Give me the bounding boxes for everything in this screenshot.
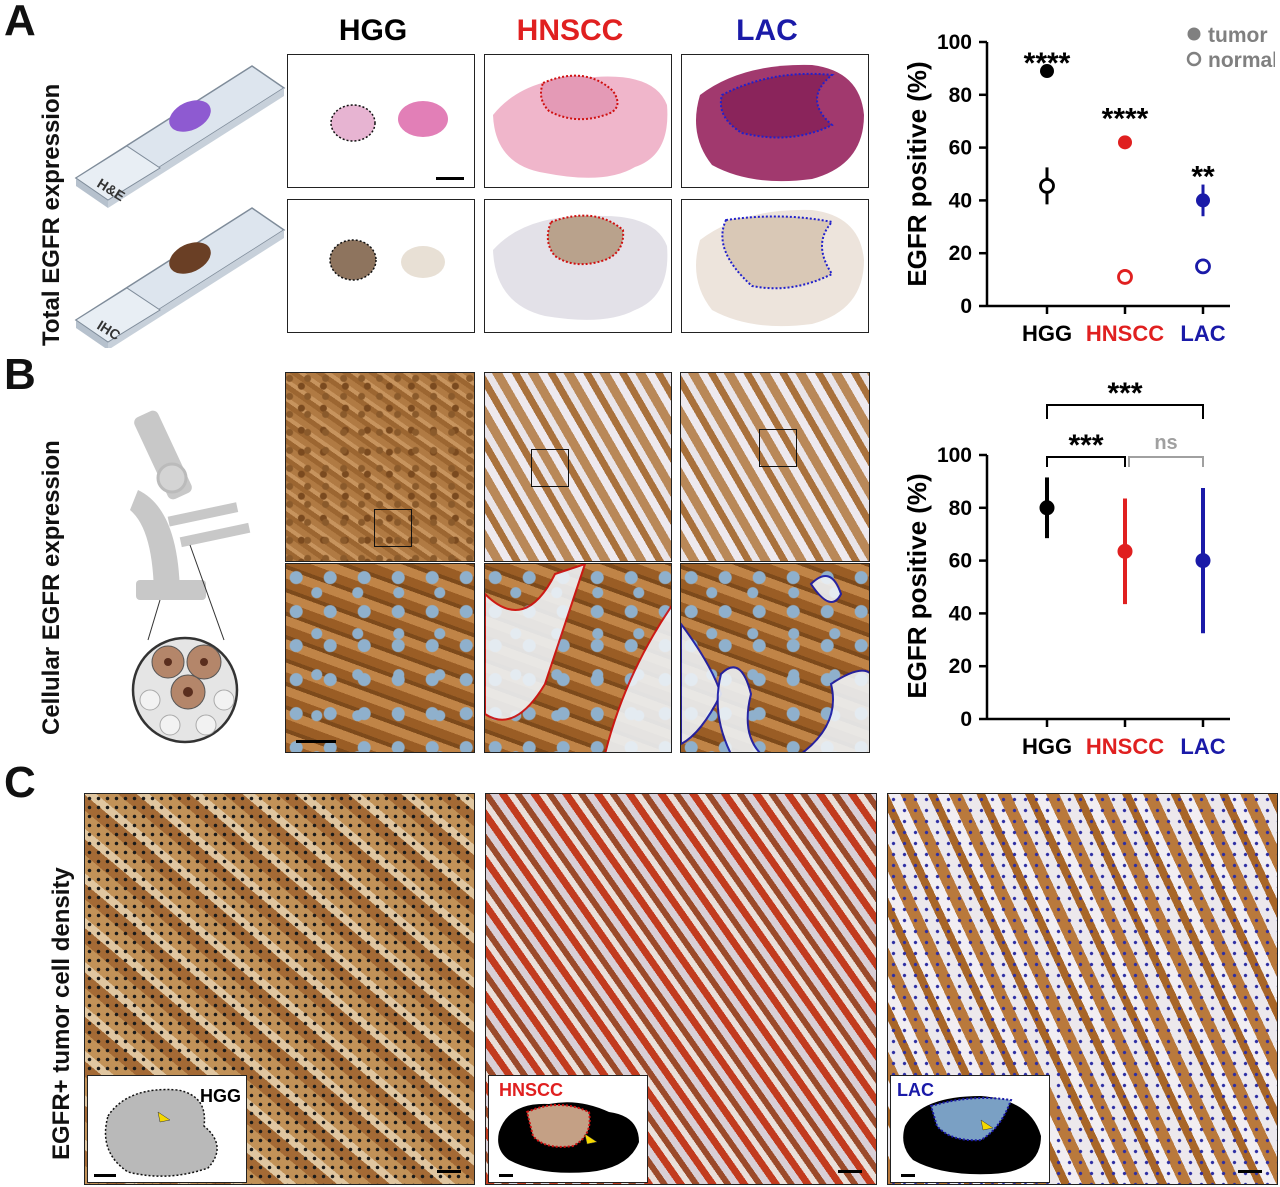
normal-point-hnscc <box>1117 269 1133 285</box>
panel-a-side-title: Total EGFR expression <box>38 83 65 346</box>
micro-zoom-hnscc <box>484 563 672 753</box>
tumor-point-hnscc <box>1118 135 1132 150</box>
micro-overview-hnscc <box>484 372 672 562</box>
legend-tumor-marker <box>1187 27 1201 41</box>
x-tick-label-hnscc: HNSCC <box>1086 734 1164 759</box>
panel-c-letter: C <box>4 758 36 807</box>
chart-a-y-label: EGFR positive (%) <box>902 61 932 286</box>
inset-hnscc: HNSCC <box>488 1075 648 1183</box>
normal-point-lac <box>1195 258 1211 275</box>
he-tile-lac <box>681 54 869 188</box>
chart-a-y-axis <box>985 42 1230 308</box>
y-tick-label: 80 <box>949 84 972 107</box>
inset-hgg-label: HGG <box>200 1086 242 1106</box>
normal-point-hgg <box>1039 177 1055 194</box>
x-tick-label-lac: LAC <box>1180 734 1225 759</box>
column-header-hgg: HGG <box>338 14 408 47</box>
point-lac <box>1195 553 1211 569</box>
significance-bracket <box>1046 456 1126 467</box>
legend-tumor-label: tumor <box>1208 24 1268 47</box>
y-tick-label: 0 <box>960 708 972 731</box>
y-tick-label: 80 <box>949 497 972 520</box>
significance-label: ** <box>1191 161 1215 194</box>
tumor-point-lac <box>1196 193 1210 208</box>
chart-b: 0 20 40 60 80 100 EGFR positive (%) HGG HNSCC L… <box>902 377 1230 759</box>
density-image-hgg: HGG <box>84 793 475 1185</box>
zoom-box <box>374 509 412 547</box>
panel-b-side-title: Cellular EGFR expression <box>38 440 65 735</box>
y-tick-label: 20 <box>949 655 972 678</box>
legend-normal-label: normal <box>1208 49 1275 72</box>
micro-zoom-hgg <box>285 563 475 753</box>
he-tile-hnscc <box>484 54 672 188</box>
legend-normal-marker <box>1186 51 1202 67</box>
chart-a-legend: tumor normal <box>1186 24 1275 72</box>
chart-b-y-label: EGFR positive (%) <box>902 473 932 698</box>
he-tile-hgg <box>287 54 475 188</box>
inset-lac: LAC <box>890 1075 1050 1183</box>
panel-b-letter: B <box>4 350 36 399</box>
density-image-hnscc: HNSCC <box>485 793 877 1185</box>
inset-hgg: HGG <box>87 1075 247 1183</box>
ihc-tissue-icon <box>169 242 211 274</box>
micro-zoom-lac <box>680 563 870 753</box>
y-tick-label: 40 <box>949 602 972 625</box>
ihc-tile-lac <box>681 199 869 333</box>
micro-overview-lac <box>680 372 870 562</box>
x-tick-label-lac: LAC <box>1180 321 1225 346</box>
inset-lac-label: LAC <box>897 1080 934 1100</box>
y-tick-label: 60 <box>949 550 972 573</box>
micro-overview-hgg <box>285 372 475 562</box>
x-tick-label-hgg: HGG <box>1022 321 1072 346</box>
he-tissue-icon <box>169 100 211 132</box>
y-tick-label: 20 <box>949 242 972 265</box>
ihc-slide: IHC <box>74 207 286 348</box>
scale-bar <box>838 1170 862 1173</box>
panel-a-letter: A <box>4 0 36 45</box>
y-tick-label: 100 <box>937 444 972 467</box>
point-hnscc <box>1117 543 1133 559</box>
scale-bar <box>296 740 336 743</box>
slide-illustrations: H&E IHC <box>74 65 286 348</box>
significance-label: *** <box>1107 377 1142 410</box>
significance-label: *** <box>1068 429 1103 462</box>
x-tick-label-hnscc: HNSCC <box>1086 321 1164 346</box>
inset-hnscc-label: HNSCC <box>499 1080 564 1100</box>
scale-bar <box>437 1170 461 1173</box>
y-tick-label: 100 <box>937 31 972 54</box>
y-tick-label: 60 <box>949 137 972 160</box>
x-tick-label-hgg: HGG <box>1022 734 1072 759</box>
significance-bracket <box>1128 456 1204 467</box>
ihc-tile-hgg <box>287 199 475 333</box>
zoom-box <box>759 429 797 467</box>
zoom-box <box>531 449 569 487</box>
y-tick-label: 0 <box>960 295 972 318</box>
significance-bracket <box>1046 404 1204 419</box>
chart-a: 0 20 40 60 80 100 EGFR positive (%) HGG HNSCC L… <box>902 24 1275 346</box>
microscope-icon <box>130 410 251 744</box>
significance-label: **** <box>1102 103 1149 136</box>
significance-label: ns <box>1154 432 1177 454</box>
ihc-tile-hnscc <box>484 199 672 333</box>
point-hgg <box>1039 500 1055 516</box>
chart-b-y-axis <box>985 455 1230 721</box>
panel-c-side-title: EGFR+ tumor cell density <box>48 867 75 1160</box>
column-header-lac: LAC <box>736 14 798 47</box>
column-header-hnscc: HNSCC <box>516 14 624 47</box>
y-tick-label: 40 <box>949 189 972 212</box>
scale-bar <box>1238 1170 1262 1173</box>
density-image-lac: LAC <box>887 793 1278 1185</box>
tumor-point-hgg <box>1040 64 1054 79</box>
he-slide: H&E <box>74 65 286 208</box>
significance-label: **** <box>1024 47 1071 80</box>
